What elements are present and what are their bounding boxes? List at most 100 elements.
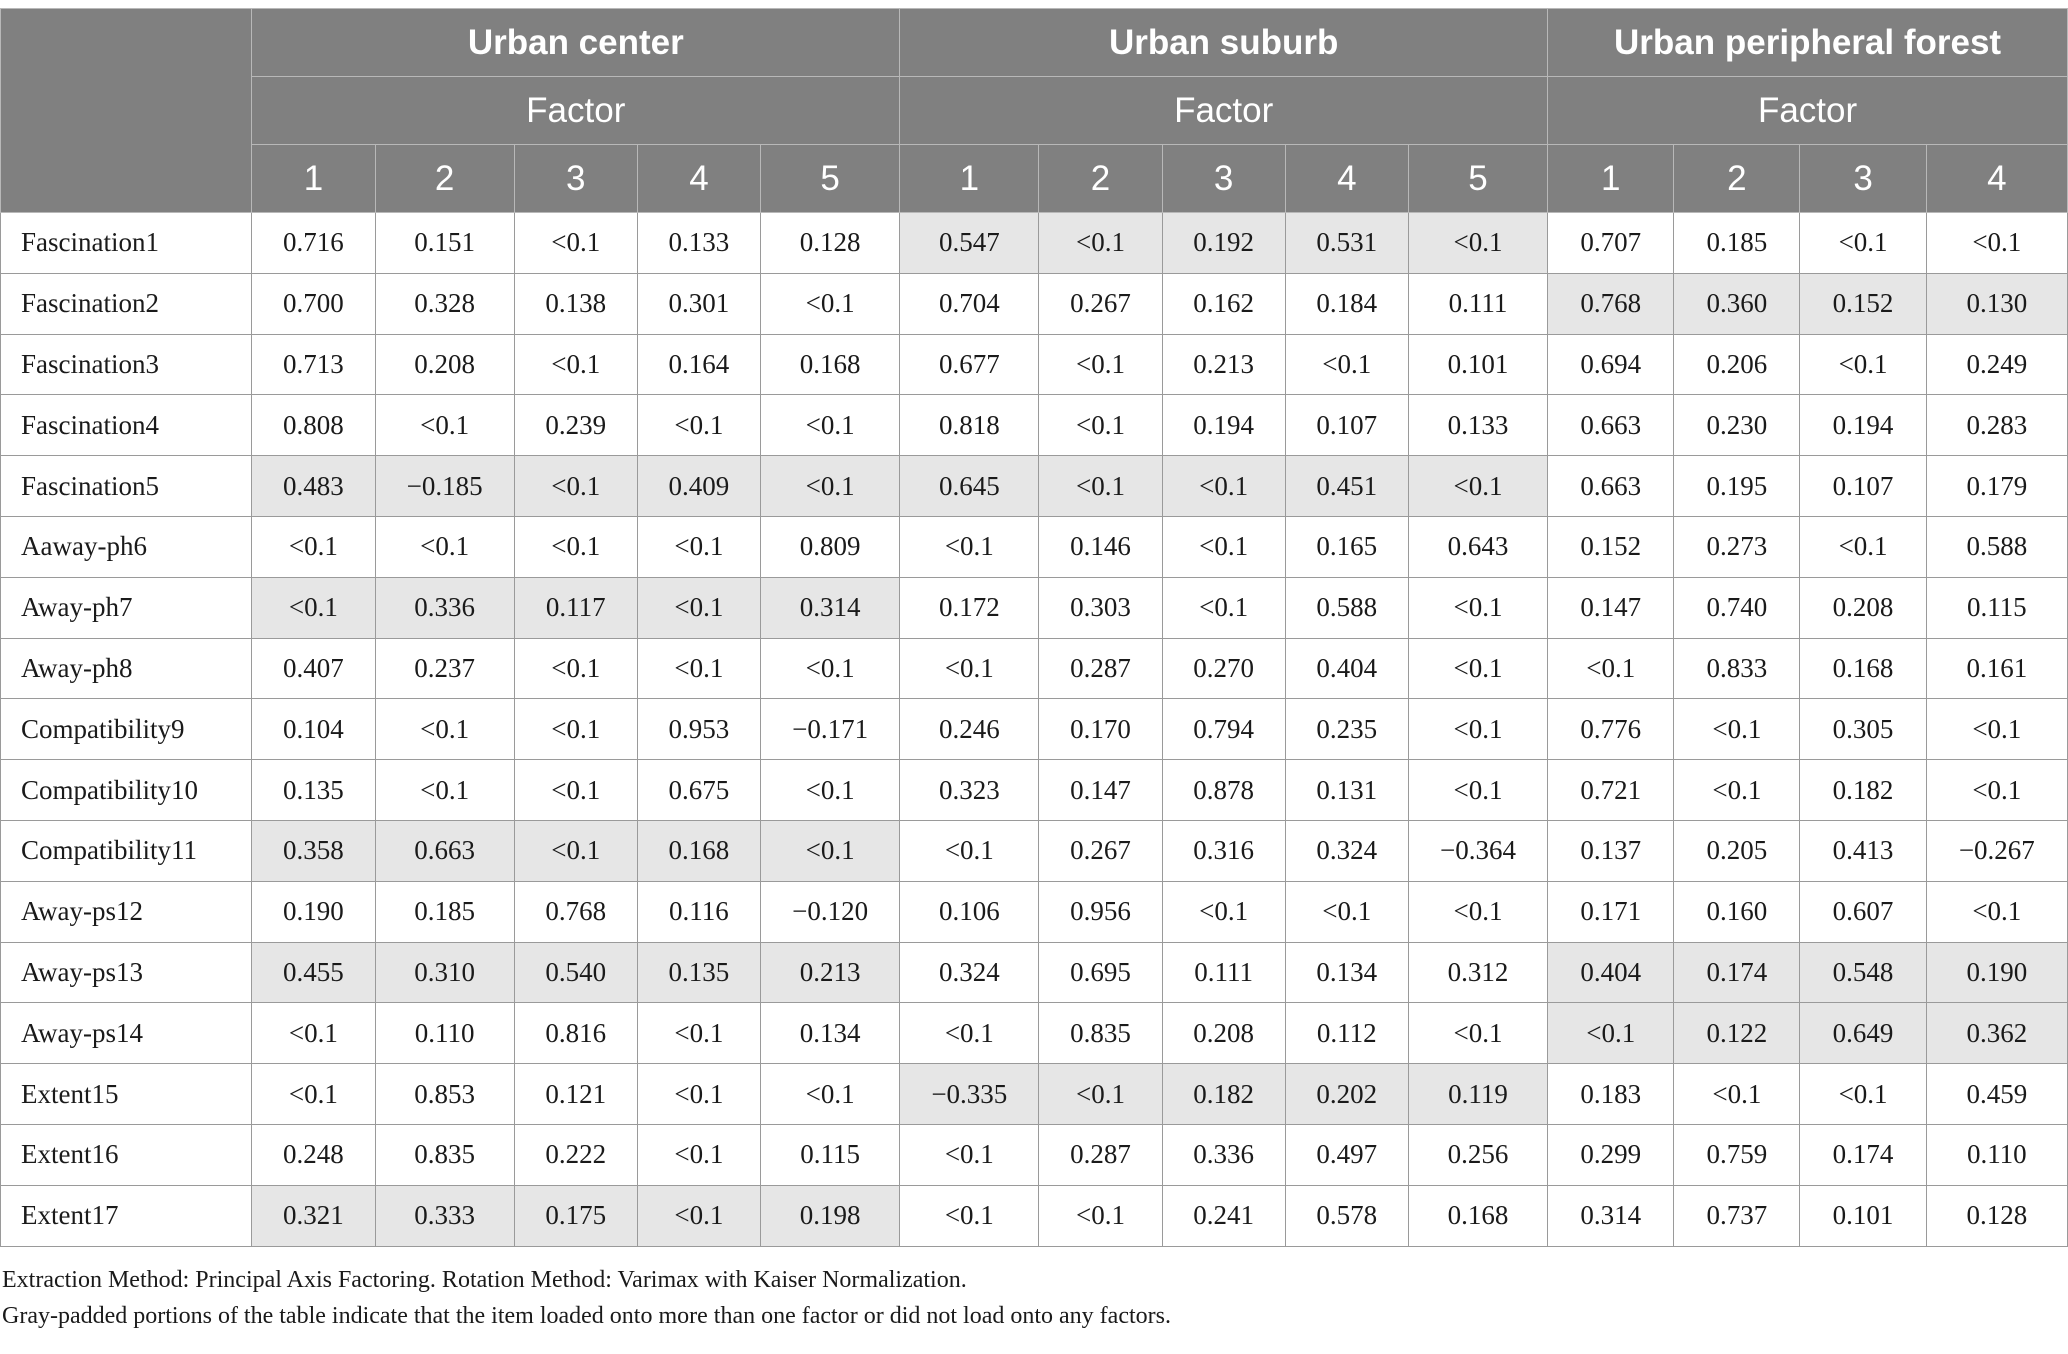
- loading-cell: <0.1: [1407, 759, 1549, 821]
- loading-cell: 0.270: [1161, 637, 1286, 700]
- row-label: Fascination1: [0, 212, 253, 274]
- loading-cell: <0.1: [899, 515, 1040, 578]
- loading-cell: −0.120: [759, 880, 901, 943]
- loading-cell: 0.137: [1547, 819, 1675, 882]
- loading-cell: 0.301: [636, 272, 762, 335]
- factor-number: 2: [374, 144, 515, 213]
- table-row: Away-ph7 <0.1 0.336 0.117 <0.1 0.314 0.172 0.30…: [0, 576, 2068, 639]
- loading-cell: <0.1: [759, 272, 901, 335]
- loading-cell: 0.413: [1799, 819, 1927, 882]
- loading-cell: 0.768: [1547, 272, 1675, 335]
- loading-cell: <0.1: [1038, 455, 1163, 517]
- factor-loadings-table: Urban center Urban suburb Urban peripher…: [0, 8, 2068, 1247]
- loading-cell: 0.135: [636, 941, 762, 1004]
- loading-cell: 0.321: [251, 1184, 376, 1247]
- loading-cell: 0.128: [1925, 1184, 2068, 1247]
- group-header-urban-center: Urban center: [251, 8, 901, 77]
- loading-cell: 0.172: [899, 576, 1040, 639]
- loading-cell: 0.362: [1925, 1002, 2068, 1065]
- loading-cell: <0.1: [1673, 759, 1801, 821]
- factor-number: 4: [1284, 144, 1409, 213]
- loading-cell: 0.663: [1547, 455, 1675, 517]
- table-container: Urban center Urban suburb Urban peripher…: [0, 8, 2068, 1247]
- row-label: Compatibility9: [0, 698, 253, 761]
- loading-cell: <0.1: [636, 394, 762, 457]
- loading-cell: 0.776: [1547, 698, 1675, 761]
- loading-cell: <0.1: [1407, 637, 1549, 700]
- loading-cell: <0.1: [636, 1123, 762, 1186]
- loading-cell: <0.1: [513, 698, 638, 761]
- loading-cell: <0.1: [513, 455, 638, 517]
- loading-cell: <0.1: [513, 759, 638, 821]
- loading-cell: 0.835: [1038, 1002, 1163, 1065]
- factor-number: 5: [759, 144, 901, 213]
- row-label: Fascination4: [0, 394, 253, 457]
- table-row: Compatibility11 0.358 0.663 <0.1 0.168 <0.1 <0…: [0, 819, 2068, 882]
- row-label: Compatibility10: [0, 759, 253, 821]
- table-notes: Extraction Method: Principal Axis Factor…: [2, 1262, 1171, 1334]
- loading-cell: 0.115: [1925, 576, 2068, 639]
- loading-cell: 0.237: [374, 637, 515, 700]
- factor-label: Factor: [899, 76, 1549, 145]
- factor-label: Factor: [1547, 76, 2068, 145]
- row-label: Fascination2: [0, 272, 253, 335]
- loading-cell: <0.1: [759, 1063, 901, 1125]
- loading-cell: <0.1: [1407, 698, 1549, 761]
- loading-cell: 0.134: [759, 1002, 901, 1065]
- loading-cell: 0.171: [1547, 880, 1675, 943]
- loading-cell: 0.151: [374, 212, 515, 274]
- loading-cell: <0.1: [374, 515, 515, 578]
- loading-cell: 0.404: [1547, 941, 1675, 1004]
- loading-cell: 0.716: [251, 212, 376, 274]
- loading-cell: <0.1: [899, 637, 1040, 700]
- factor-number: 4: [636, 144, 762, 213]
- loading-cell: <0.1: [1038, 394, 1163, 457]
- loading-cell: 0.695: [1038, 941, 1163, 1004]
- loading-cell: 0.310: [374, 941, 515, 1004]
- loading-cell: 0.182: [1799, 759, 1927, 821]
- loading-cell: 0.497: [1284, 1123, 1409, 1186]
- loading-cell: <0.1: [899, 1002, 1040, 1065]
- loading-cell: 0.249: [1925, 333, 2068, 396]
- loading-cell: 0.675: [636, 759, 762, 821]
- loading-cell: 0.409: [636, 455, 762, 517]
- loading-cell: <0.1: [759, 819, 901, 882]
- header-group-row: Urban center Urban suburb Urban peripher…: [0, 8, 2068, 213]
- loading-cell: 0.230: [1673, 394, 1801, 457]
- loading-cell: 0.809: [759, 515, 901, 578]
- table-row: Fascination3 0.713 0.208 <0.1 0.164 0.168 0.67…: [0, 333, 2068, 396]
- loading-cell: 0.808: [251, 394, 376, 457]
- loading-cell: 0.170: [1038, 698, 1163, 761]
- loading-cell: 0.183: [1547, 1063, 1675, 1125]
- loading-cell: 0.185: [1673, 212, 1801, 274]
- loading-cell: 0.835: [374, 1123, 515, 1186]
- loading-cell: <0.1: [636, 576, 762, 639]
- table-row: Extent17 0.321 0.333 0.175 <0.1 0.198 <0.1 <0.1…: [0, 1184, 2068, 1247]
- loading-cell: 0.146: [1038, 515, 1163, 578]
- loading-cell: 0.273: [1673, 515, 1801, 578]
- loading-cell: 0.116: [636, 880, 762, 943]
- loading-cell: <0.1: [513, 819, 638, 882]
- table-row: Fascination5 0.483 −0.185 <0.1 0.409 <0.1 0.64…: [0, 455, 2068, 517]
- loading-cell: 0.540: [513, 941, 638, 1004]
- table-row: Fascination1 0.716 0.151 <0.1 0.133 0.128 0.54…: [0, 212, 2068, 274]
- loading-cell: <0.1: [251, 515, 376, 578]
- loading-cell: 0.110: [374, 1002, 515, 1065]
- loading-cell: <0.1: [636, 1184, 762, 1247]
- loading-cell: <0.1: [899, 819, 1040, 882]
- factor-number: 2: [1673, 144, 1801, 213]
- loading-cell: 0.168: [636, 819, 762, 882]
- loading-cell: 0.165: [1284, 515, 1409, 578]
- loading-cell: 0.107: [1799, 455, 1927, 517]
- loading-cell: <0.1: [1161, 455, 1286, 517]
- loading-cell: −0.267: [1925, 819, 2068, 882]
- loading-cell: 0.168: [1407, 1184, 1549, 1247]
- loading-cell: 0.548: [1799, 941, 1927, 1004]
- loading-cell: <0.1: [759, 455, 901, 517]
- loading-cell: −0.335: [899, 1063, 1040, 1125]
- loading-cell: <0.1: [759, 759, 901, 821]
- loading-cell: 0.205: [1673, 819, 1801, 882]
- loading-cell: 0.336: [374, 576, 515, 639]
- loading-cell: 0.206: [1673, 333, 1801, 396]
- loading-cell: 0.740: [1673, 576, 1801, 639]
